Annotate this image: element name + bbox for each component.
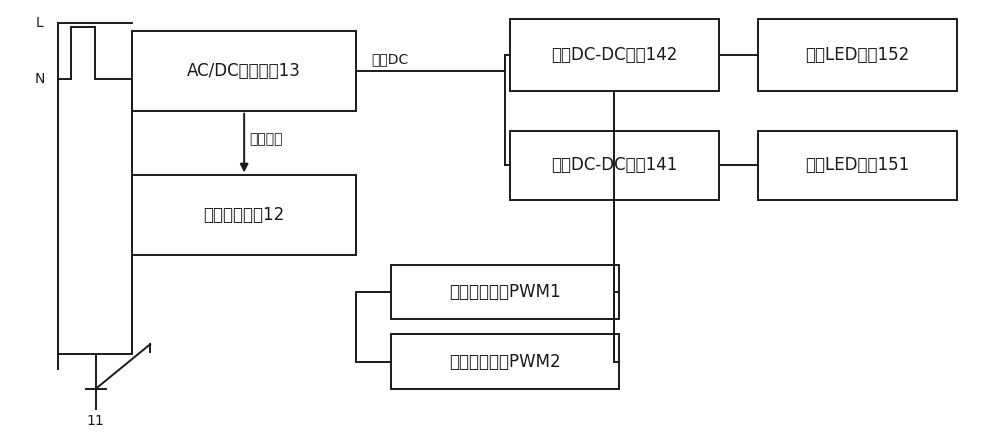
Text: 第二调光组件PWM2: 第二调光组件PWM2: [449, 353, 561, 371]
Text: 第一LED光源151: 第一LED光源151: [806, 156, 910, 175]
Text: 第一DC-DC模块141: 第一DC-DC模块141: [551, 156, 677, 175]
Text: N: N: [35, 72, 45, 86]
Bar: [391, 265, 619, 319]
Text: 第二DC-DC模块142: 第二DC-DC模块142: [551, 46, 677, 64]
Bar: [132, 175, 356, 255]
Bar: [510, 19, 719, 91]
Text: 恒压DC: 恒压DC: [371, 52, 408, 66]
Bar: [758, 130, 957, 200]
Text: 第二LED光源152: 第二LED光源152: [806, 46, 910, 64]
Bar: [391, 334, 619, 389]
Text: 可编程控制器12: 可编程控制器12: [204, 206, 285, 224]
Text: AC/DC电源模块13: AC/DC电源模块13: [187, 62, 301, 80]
Bar: [132, 31, 356, 111]
Text: 第一调光组件PWM1: 第一调光组件PWM1: [449, 283, 561, 301]
Text: 低压供给: 低压供给: [249, 132, 283, 146]
Text: 11: 11: [87, 414, 104, 428]
Bar: [510, 130, 719, 200]
Bar: [758, 19, 957, 91]
Text: L: L: [36, 16, 44, 30]
